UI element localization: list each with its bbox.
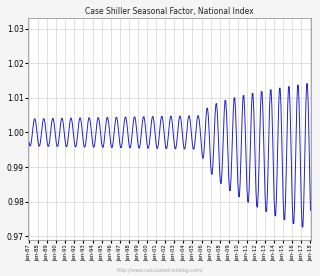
Text: http://www.calculatedriskblog.com/: http://www.calculatedriskblog.com/ [117, 268, 203, 273]
Title: Case Shiller Seasonal Factor, National Index: Case Shiller Seasonal Factor, National I… [85, 7, 254, 16]
